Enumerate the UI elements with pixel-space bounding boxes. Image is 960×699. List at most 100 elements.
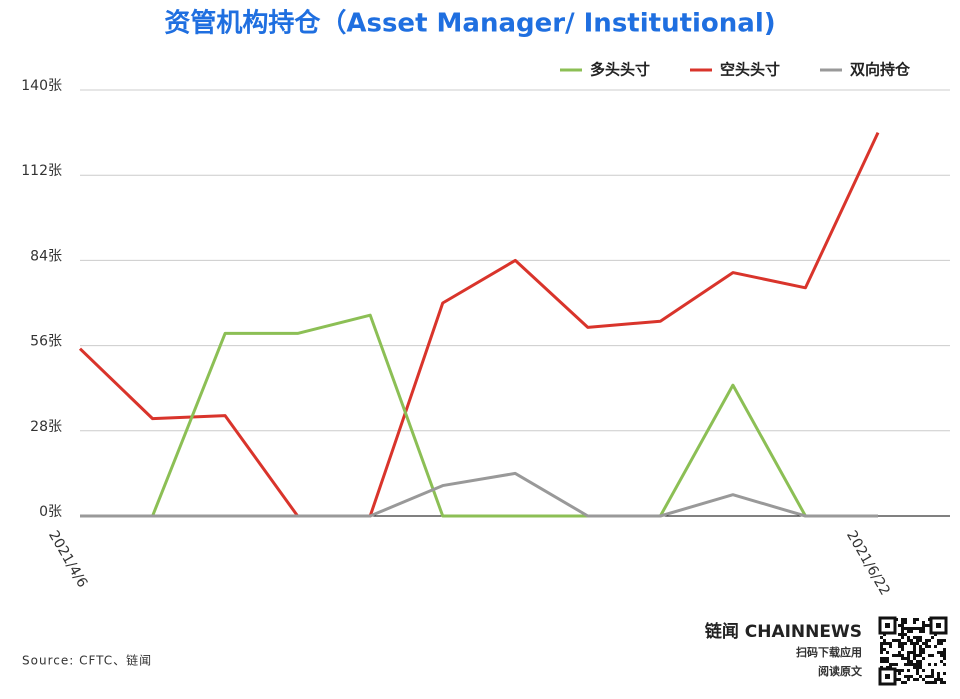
qr-cell — [925, 624, 928, 627]
qr-cell — [907, 651, 910, 654]
qr-finder — [936, 623, 941, 628]
qr-cell — [883, 657, 886, 660]
qr-cell — [925, 639, 928, 642]
line-series — [78, 131, 880, 518]
legend-label: 多头头寸 — [590, 61, 650, 79]
legend-label: 空头头寸 — [720, 61, 780, 79]
qr-cell — [901, 636, 904, 639]
qr-cell — [880, 636, 883, 639]
qr-cell — [931, 669, 934, 672]
qr-cell — [934, 645, 937, 648]
qr-cell — [925, 645, 928, 648]
qr-cell — [919, 639, 922, 642]
y-tick-label: 140张 — [21, 78, 62, 94]
qr-cell — [919, 630, 922, 633]
qr-cell — [904, 621, 907, 624]
qr-cell — [913, 651, 916, 654]
qr-cell — [904, 642, 907, 645]
qr-cell — [928, 654, 931, 657]
qr-cell — [883, 639, 886, 642]
qr-cell — [919, 627, 922, 630]
qr-cell — [892, 663, 895, 666]
qr-cell — [880, 645, 883, 648]
qr-cell — [901, 630, 904, 633]
source: Source: CFTC、链闻 — [22, 653, 152, 668]
qr-cell — [901, 624, 904, 627]
qr-cell — [907, 636, 910, 639]
qr-cell — [916, 660, 919, 663]
qr-cell — [913, 636, 916, 639]
qr-cell — [907, 660, 910, 663]
qr-cell — [898, 654, 901, 657]
qr-cell — [907, 678, 910, 681]
qr-cell — [931, 681, 934, 684]
qr-cell — [937, 672, 940, 675]
qr-cell — [910, 675, 913, 678]
qr-cell — [943, 648, 946, 651]
qr-cell — [940, 654, 943, 657]
qr-cell — [928, 663, 931, 666]
qr-cell — [901, 627, 904, 630]
qr-cell — [943, 681, 946, 684]
y-tick-label: 84张 — [30, 248, 62, 264]
qr-cell — [904, 681, 907, 684]
qr-cell — [901, 621, 904, 624]
qr-cell — [913, 642, 916, 645]
qr-cell — [916, 642, 919, 645]
qr-cell — [928, 639, 931, 642]
qr-cell — [895, 663, 898, 666]
qr-cell — [940, 660, 943, 663]
qr-cell — [943, 654, 946, 657]
qr-cell — [907, 654, 910, 657]
qr-cell — [916, 663, 919, 666]
qr-cell — [925, 642, 928, 645]
qr-cell — [910, 642, 913, 645]
qr-cell — [922, 648, 925, 651]
qr-cell — [934, 663, 937, 666]
qr-cell — [904, 663, 907, 666]
qr-cell — [928, 645, 931, 648]
chart-title: 资管机构持仓（Asset Manager/ Institutional) — [164, 8, 775, 39]
line-series — [80, 471, 878, 518]
qr-cell — [919, 666, 922, 669]
qr-cell — [901, 654, 904, 657]
qr-cell — [892, 654, 895, 657]
qr-cell — [880, 648, 883, 651]
qr-cell — [913, 678, 916, 681]
qr-cell — [916, 654, 919, 657]
qr-cell — [904, 633, 907, 636]
qr-cell — [922, 621, 925, 624]
qr-cell — [886, 660, 889, 663]
qr-cell — [919, 636, 922, 639]
qr-cell — [940, 639, 943, 642]
qr-cell — [910, 651, 913, 654]
qr-cell — [904, 675, 907, 678]
brand-line: 阅读原文 — [818, 664, 863, 678]
qr-cell — [913, 663, 916, 666]
qr-cell — [910, 639, 913, 642]
qr-cell — [913, 621, 916, 624]
qr-cell — [904, 657, 907, 660]
x-tick-label: 2021/4/6 — [45, 528, 90, 591]
qr-cell — [880, 660, 883, 663]
qr-cell — [910, 660, 913, 663]
qr-cell — [886, 657, 889, 660]
qr-cell — [922, 651, 925, 654]
qr-cell — [910, 627, 913, 630]
qr-cell — [934, 678, 937, 681]
qr-cell — [937, 678, 940, 681]
qr-cell — [922, 657, 925, 660]
qr-cell — [889, 663, 892, 666]
qr-cell — [901, 669, 904, 672]
qr-cell — [901, 657, 904, 660]
qr-cell — [907, 657, 910, 660]
qr-cell — [916, 639, 919, 642]
legend-label: 双向持仓 — [850, 61, 911, 79]
qr-cell — [901, 633, 904, 636]
qr-code — [878, 616, 948, 686]
qr-cell — [928, 675, 931, 678]
qr-cell — [940, 642, 943, 645]
qr-cell — [943, 663, 946, 666]
y-tick-label: 28张 — [30, 419, 62, 435]
qr-cell — [907, 639, 910, 642]
